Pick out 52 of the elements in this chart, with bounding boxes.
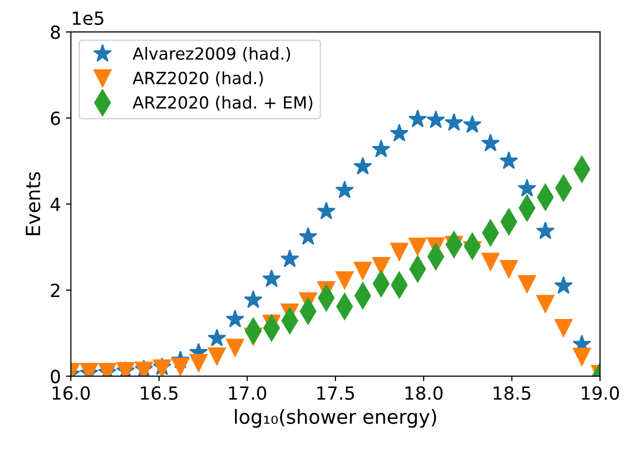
point <box>481 134 500 152</box>
legend-label: Alvarez2009 (had.) <box>132 46 290 62</box>
point <box>171 358 190 376</box>
x-tick-label: 16.5 <box>140 386 178 400</box>
legend-label: ARZ2020 (had. + EM) <box>132 96 312 111</box>
point <box>354 156 372 175</box>
y-tick-label: 8 <box>50 25 60 40</box>
point <box>244 290 263 308</box>
legend-label: ARZ2020 (had.) <box>132 71 263 86</box>
point <box>226 310 244 328</box>
text: 1e5 <box>72 12 104 26</box>
point <box>390 242 408 261</box>
y-axis-title: Events <box>26 172 40 236</box>
point <box>554 276 573 294</box>
x-axis-title: log₁₀(shower energy) <box>235 408 436 428</box>
point <box>280 249 300 268</box>
point <box>408 238 427 256</box>
point <box>426 110 446 128</box>
point <box>463 115 482 133</box>
x-tick-label: 17.5 <box>317 386 354 400</box>
point <box>208 347 226 366</box>
point <box>226 338 244 357</box>
point <box>335 180 354 198</box>
x-tick-label: 18.0 <box>406 386 443 400</box>
point <box>372 140 390 158</box>
y-tick-label: 6 <box>50 111 60 126</box>
point <box>518 178 536 197</box>
point <box>554 318 573 338</box>
point <box>262 269 281 287</box>
point <box>336 271 354 290</box>
point <box>572 348 591 366</box>
point <box>536 294 554 313</box>
x-tick-label: 16.0 <box>52 386 90 400</box>
point <box>536 221 555 240</box>
y-tick-label: 0 <box>50 370 60 384</box>
point <box>518 275 536 294</box>
point <box>481 252 500 271</box>
x-tick-label: 19.0 <box>582 386 619 400</box>
x-tick-label: 18.5 <box>494 386 530 400</box>
point <box>444 113 464 131</box>
point <box>500 151 518 170</box>
point <box>208 328 226 346</box>
point <box>298 227 318 245</box>
y-tick-label: 2 <box>50 284 60 297</box>
point <box>408 110 427 128</box>
y-tick-label: 4 <box>50 198 60 211</box>
point <box>390 124 409 142</box>
point <box>354 262 372 280</box>
point <box>316 202 336 220</box>
point <box>190 354 208 372</box>
point <box>500 260 518 278</box>
x-tick-label: 17.0 <box>229 386 266 400</box>
